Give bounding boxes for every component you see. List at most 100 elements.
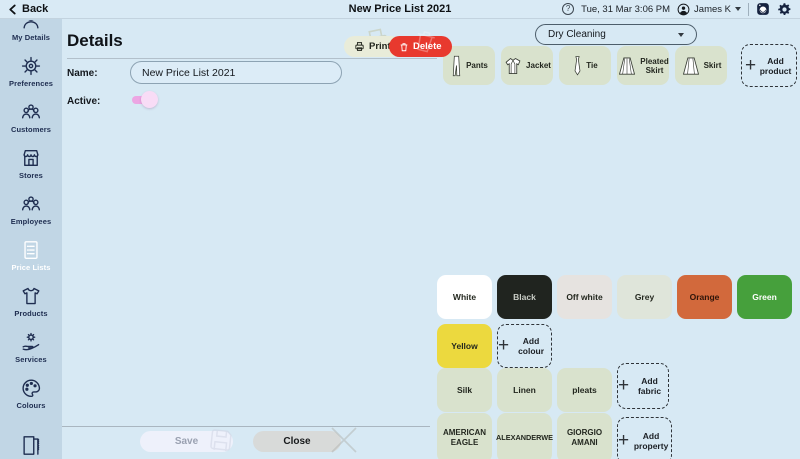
sidebar-item-label: Products bbox=[14, 309, 48, 318]
print-label: Print bbox=[369, 41, 391, 52]
sidebar-nav: My Details Preferences Customers Stores … bbox=[0, 19, 62, 459]
product-button-tie[interactable]: Tie bbox=[559, 46, 611, 85]
sidebar-item-services[interactable]: Services bbox=[0, 321, 62, 367]
datetime-label: Tue, 31 Mar 3:06 PM bbox=[581, 3, 671, 15]
sidebar-item-label: Stores bbox=[19, 171, 43, 180]
colour-button-yellow[interactable]: Yellow bbox=[437, 324, 492, 368]
person-icon bbox=[23, 20, 39, 29]
sidebar-item-label: My Details bbox=[11, 33, 51, 42]
colour-button-grey[interactable]: Grey bbox=[617, 275, 672, 319]
add-property-button[interactable]: + Add property bbox=[617, 417, 672, 459]
close-button[interactable]: Close bbox=[253, 431, 341, 452]
top-bar: Back New Price List 2021 ? Tue, 31 Mar 3… bbox=[0, 0, 800, 19]
product-label: Pleated Skirt bbox=[640, 56, 669, 75]
product-button-skirt[interactable]: Skirt bbox=[675, 46, 727, 85]
washing-machine-icon[interactable] bbox=[756, 2, 770, 16]
add-product-button[interactable]: + Add product bbox=[741, 44, 797, 87]
add-product-label: Add product bbox=[759, 55, 792, 76]
tshirt-icon bbox=[22, 287, 40, 305]
sidebar-item-label: Price Lists bbox=[11, 263, 51, 272]
footer-divider bbox=[62, 426, 430, 427]
back-label: Back bbox=[22, 3, 49, 15]
save-button[interactable]: Save bbox=[140, 431, 233, 452]
product-label: Tie bbox=[586, 61, 598, 70]
gear-icon bbox=[21, 56, 41, 76]
sidebar-item-customers[interactable]: Customers bbox=[0, 91, 62, 137]
add-colour-label: Add colour bbox=[518, 336, 545, 356]
add-colour-button[interactable]: + Add colour bbox=[497, 324, 552, 368]
colour-button-green[interactable]: Green bbox=[737, 275, 792, 319]
property-button-american-eagle[interactable]: AMERICAN EAGLE bbox=[437, 413, 492, 459]
fabrics-row: Silk Linen pleats bbox=[437, 368, 612, 412]
products-row: Pants Jacket Tie Pleated Skirt Skirt + A… bbox=[443, 44, 797, 87]
jacket-icon bbox=[505, 57, 521, 74]
topbar-divider bbox=[748, 2, 749, 16]
product-button-pants[interactable]: Pants bbox=[443, 46, 495, 85]
help-icon[interactable]: ? bbox=[562, 3, 575, 15]
service-type-value: Dry Cleaning bbox=[548, 29, 606, 40]
property-button-alexanderwe[interactable]: ALEXANDERWE bbox=[496, 413, 553, 459]
sidebar-item-preferences[interactable]: Preferences bbox=[0, 45, 62, 91]
sidebar-item-label: Preferences bbox=[8, 79, 54, 88]
fabric-button-linen[interactable]: Linen bbox=[497, 368, 552, 412]
add-property-label: Add property bbox=[633, 430, 669, 451]
section-divider bbox=[67, 58, 437, 59]
delete-label: Delete bbox=[413, 41, 442, 52]
sidebar-item-colours[interactable]: Colours bbox=[0, 367, 62, 413]
delete-button[interactable]: Delete bbox=[389, 36, 452, 57]
product-button-jacket[interactable]: Jacket bbox=[501, 46, 553, 85]
name-input[interactable] bbox=[130, 61, 342, 84]
settings-gear-icon[interactable] bbox=[777, 2, 792, 17]
user-menu[interactable]: James K bbox=[677, 3, 741, 16]
sidebar-item-label: Employees bbox=[10, 217, 52, 226]
property-button-giorgio-amani[interactable]: GIORGIO AMANI bbox=[557, 413, 612, 459]
sidebar-item-stores[interactable]: Stores bbox=[0, 137, 62, 183]
plus-icon: + bbox=[498, 335, 510, 356]
name-label: Name: bbox=[67, 68, 98, 79]
save-label: Save bbox=[174, 436, 199, 447]
sidebar-item-price-lists[interactable]: Price Lists bbox=[0, 229, 62, 275]
add-fabric-label: Add fabric bbox=[637, 376, 662, 396]
product-button-pleated-skirt[interactable]: Pleated Skirt bbox=[617, 46, 669, 85]
palette-icon bbox=[22, 379, 41, 398]
fabric-bolt-icon bbox=[23, 436, 40, 455]
sidebar-item-label: Colours bbox=[16, 401, 46, 410]
plus-icon: + bbox=[618, 429, 630, 451]
active-toggle[interactable] bbox=[132, 91, 158, 108]
pants-icon bbox=[452, 55, 461, 76]
pleated-skirt-icon bbox=[619, 56, 636, 75]
colour-button-orange[interactable]: Orange bbox=[677, 275, 732, 319]
colour-button-white[interactable]: White bbox=[437, 275, 492, 319]
service-type-dropdown[interactable]: Dry Cleaning bbox=[535, 24, 697, 45]
skirt-icon bbox=[682, 56, 699, 75]
colour-button-off-white[interactable]: Off white bbox=[557, 275, 612, 319]
printer-icon bbox=[355, 42, 364, 51]
plus-icon: + bbox=[745, 54, 757, 76]
people-group-icon bbox=[21, 104, 41, 119]
trash-icon bbox=[400, 42, 408, 51]
chevron-down-icon bbox=[678, 32, 684, 37]
people-group-icon bbox=[21, 196, 41, 211]
back-button[interactable]: Back bbox=[8, 3, 48, 15]
sidebar-item-fabrics[interactable] bbox=[0, 413, 62, 459]
storefront-icon bbox=[23, 149, 39, 167]
fabric-button-silk[interactable]: Silk bbox=[437, 368, 492, 412]
sidebar-item-label: Customers bbox=[10, 125, 52, 134]
fabric-button-pleats[interactable]: pleats bbox=[557, 368, 612, 412]
sidebar-item-products[interactable]: Products bbox=[0, 275, 62, 321]
user-avatar-icon bbox=[677, 3, 690, 15]
close-label: Close bbox=[283, 436, 311, 447]
properties-row: AMERICAN EAGLE ALEXANDERWE GIORGIO AMANI bbox=[437, 413, 612, 459]
service-hand-gear-icon bbox=[22, 332, 40, 351]
sidebar-item-my-details[interactable]: My Details bbox=[0, 19, 62, 45]
add-fabric-button[interactable]: + Add fabric bbox=[617, 363, 669, 409]
product-label: Pants bbox=[466, 61, 488, 70]
colour-button-black[interactable]: Black bbox=[497, 275, 552, 319]
user-name: James K bbox=[694, 3, 731, 15]
tie-icon bbox=[574, 55, 581, 76]
sidebar-item-employees[interactable]: Employees bbox=[0, 183, 62, 229]
active-label: Active: bbox=[67, 96, 101, 107]
plus-icon: + bbox=[618, 375, 630, 396]
product-label: Jacket bbox=[526, 61, 551, 70]
